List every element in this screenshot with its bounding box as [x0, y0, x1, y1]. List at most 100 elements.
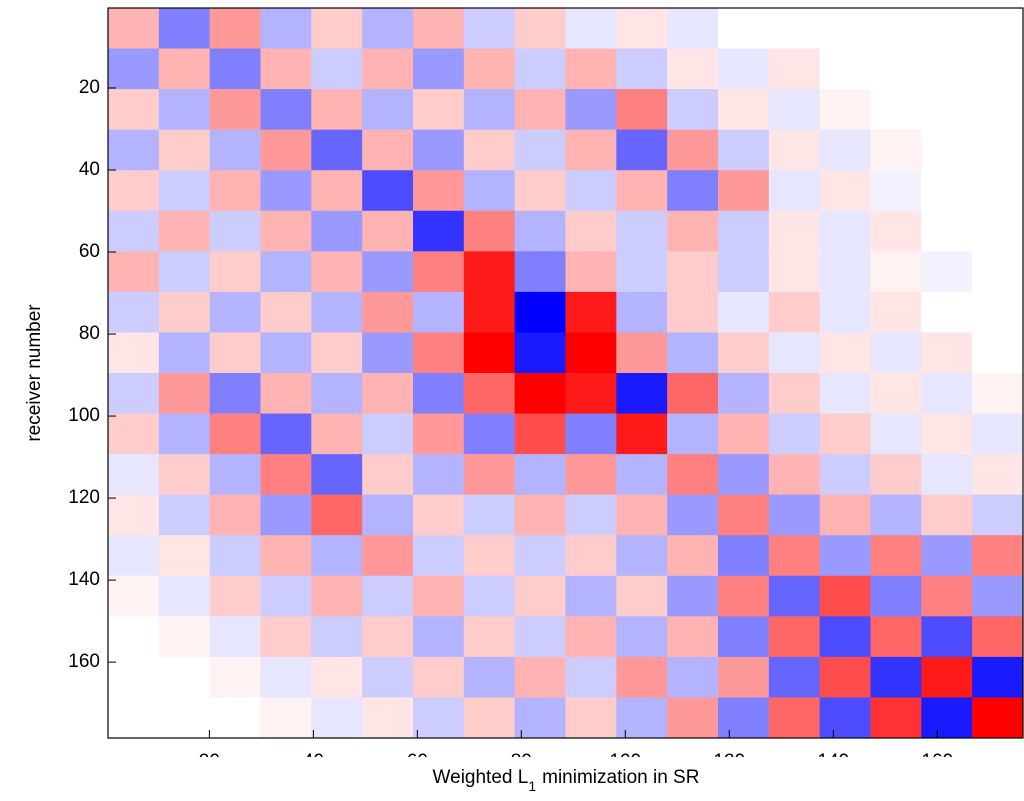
heatmap-cell	[565, 454, 617, 496]
heatmap-cell	[514, 454, 566, 496]
heatmap	[108, 8, 1024, 739]
heatmap-cell	[311, 373, 363, 415]
heatmap-cell	[209, 8, 261, 50]
heatmap-cell	[209, 373, 261, 415]
heatmap-cell	[921, 89, 973, 131]
heatmap-cell	[311, 291, 363, 333]
heatmap-cell	[972, 170, 1024, 212]
heatmap-cell	[921, 494, 973, 536]
heatmap-cell	[667, 697, 719, 739]
heatmap-cell	[158, 494, 211, 536]
heatmap-cell	[667, 8, 719, 50]
x-axis-label-subscript: 1	[528, 778, 536, 794]
heatmap-cell	[158, 656, 211, 698]
heatmap-cell	[616, 373, 668, 415]
heatmap-cell	[565, 48, 617, 90]
heatmap-cell	[463, 413, 516, 455]
heatmap-cell	[667, 89, 719, 131]
heatmap-cell	[972, 575, 1024, 617]
heatmap-cell	[209, 291, 261, 333]
heatmap-cell	[514, 332, 566, 374]
heatmap-cell	[565, 332, 617, 374]
heatmap-cell	[667, 251, 719, 293]
heatmap-cell	[209, 494, 261, 536]
heatmap-cell	[413, 656, 465, 698]
heatmap-cell	[565, 697, 617, 739]
heatmap-cell	[260, 251, 312, 293]
heatmap-cell	[667, 170, 719, 212]
heatmap-cell	[616, 170, 668, 212]
heatmap-cell	[819, 129, 871, 171]
heatmap-cell	[616, 291, 668, 333]
heatmap-cell	[413, 494, 465, 536]
heatmap-cell	[260, 332, 312, 374]
heatmap-cell	[616, 8, 668, 50]
heatmap-cell	[565, 575, 617, 617]
heatmap-cell	[972, 291, 1024, 333]
heatmap-cell	[362, 454, 414, 496]
heatmap-cell	[870, 291, 922, 333]
heatmap-cell	[463, 291, 516, 333]
heatmap-cell	[972, 332, 1024, 374]
heatmap-cell	[768, 575, 821, 617]
heatmap-cell	[972, 89, 1024, 131]
heatmap-cell	[209, 697, 261, 739]
heatmap-cell	[260, 291, 312, 333]
heatmap-cell	[565, 291, 617, 333]
heatmap-cell	[718, 170, 770, 212]
heatmap-cell	[972, 494, 1024, 536]
heatmap-cell	[362, 373, 414, 415]
heatmap-cell	[514, 494, 566, 536]
heatmap-cell	[311, 48, 363, 90]
heatmap-cell	[311, 129, 363, 171]
heatmap-cell	[768, 413, 821, 455]
heatmap-cell	[921, 48, 973, 90]
heatmap-cell	[616, 413, 668, 455]
heatmap-cell	[209, 251, 261, 293]
heatmap-cell	[667, 656, 719, 698]
heatmap-cell	[768, 8, 821, 50]
heatmap-cell	[463, 251, 516, 293]
heatmap-cell	[463, 454, 516, 496]
heatmap-cell	[108, 656, 160, 698]
heatmap-cell	[311, 697, 363, 739]
heatmap-cell	[463, 170, 516, 212]
heatmap-cell	[463, 535, 516, 577]
heatmap-cell	[158, 251, 211, 293]
heatmap-cell	[311, 89, 363, 131]
heatmap-cell	[768, 48, 821, 90]
heatmap-cell	[616, 656, 668, 698]
heatmap-cell	[616, 332, 668, 374]
heatmap-cell	[565, 616, 617, 658]
heatmap-cell	[413, 8, 465, 50]
heatmap-cell	[260, 535, 312, 577]
heatmap-cell	[108, 89, 160, 131]
heatmap-cell	[158, 332, 211, 374]
heatmap-cell	[108, 332, 160, 374]
heatmap-cell	[209, 210, 261, 252]
heatmap-cell	[209, 413, 261, 455]
heatmap-cell	[413, 454, 465, 496]
heatmap-cell	[108, 454, 160, 496]
heatmap-cell	[667, 332, 719, 374]
heatmap-cell	[718, 535, 770, 577]
heatmap-cell	[972, 454, 1024, 496]
heatmap-cell	[463, 656, 516, 698]
heatmap-cell	[311, 332, 363, 374]
heatmap-cell	[108, 48, 160, 90]
heatmap-cell	[260, 494, 312, 536]
heatmap-cell	[768, 170, 821, 212]
heatmap-cell	[972, 413, 1024, 455]
heatmap-cell	[921, 170, 973, 212]
heatmap-cell	[565, 413, 617, 455]
heatmap-cell	[209, 48, 261, 90]
heatmap-cell	[819, 170, 871, 212]
heatmap-cell	[362, 210, 414, 252]
heatmap-cell	[413, 210, 465, 252]
heatmap-cell	[768, 89, 821, 131]
heatmap-cell	[514, 656, 566, 698]
heatmap-cell	[819, 210, 871, 252]
heatmap-cell	[311, 616, 363, 658]
heatmap-cell	[413, 48, 465, 90]
heatmap-cell	[972, 535, 1024, 577]
